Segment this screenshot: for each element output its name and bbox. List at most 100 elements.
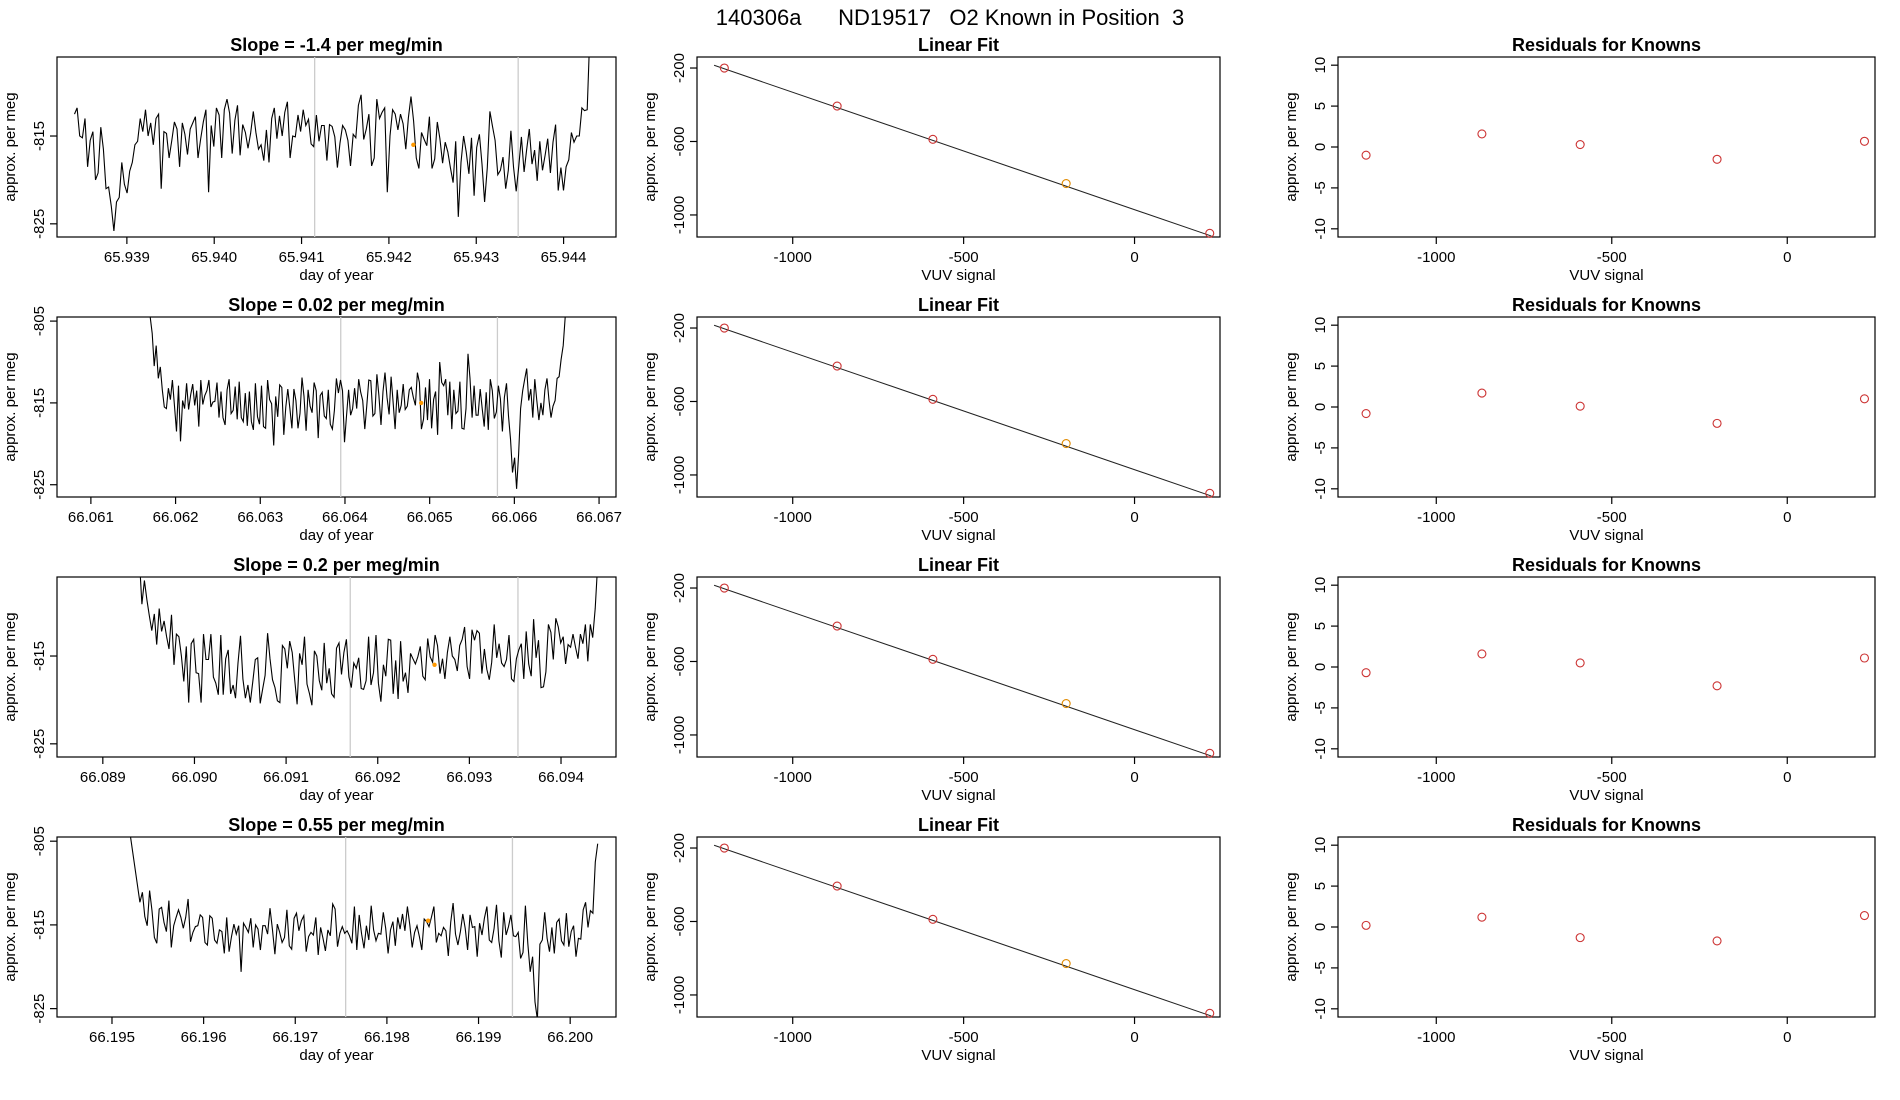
x-tick-label: 66.196 [181, 1029, 227, 1046]
residual-point [1712, 936, 1722, 946]
x-tick-label: -500 [949, 249, 979, 266]
x-tick-label: 66.090 [172, 769, 218, 786]
y-tick-label: -805 [31, 306, 48, 336]
residual-point [1361, 408, 1371, 419]
chart-title: Linear Fit [918, 35, 999, 55]
chart-title: Slope = 0.2 per meg/min [233, 555, 440, 575]
data-point [928, 134, 938, 144]
fit-line [713, 324, 1212, 497]
x-tick-label: 0 [1130, 1029, 1138, 1046]
x-axis-label: day of year [299, 787, 373, 804]
residual-point [1712, 154, 1722, 164]
residual-point [1361, 668, 1371, 678]
x-tick-label: -1000 [1417, 1029, 1455, 1046]
data-point [832, 361, 842, 371]
x-tick-label: -1000 [774, 249, 812, 266]
x-axis-label: VUV signal [921, 267, 995, 284]
fit-line [713, 584, 1212, 757]
chart-panel-residuals-0: Residuals for Knowns -1000 -500 0 10 5 0 -5 -10 V… [1283, 35, 1876, 284]
chart-panel-fit-3: Linear Fit -1000 -500 0 -200 -600 -1000 VUV sig… [642, 815, 1221, 1064]
fit-line [713, 64, 1212, 237]
x-tick-label: 0 [1783, 769, 1791, 786]
x-tick-label: -1000 [1417, 769, 1455, 786]
data-point [1205, 228, 1215, 238]
chart-title: Residuals for Knowns [1512, 35, 1701, 55]
x-tick-label: -500 [949, 509, 979, 526]
chart-title: Residuals for Knowns [1512, 815, 1701, 835]
y-tick-label: -600 [671, 646, 688, 676]
x-tick-label: 66.067 [576, 509, 622, 526]
chart-panel-timeseries-2: Slope = 0.2 per meg/min 66.089 66.090 66.09… [2, 555, 617, 804]
y-tick-label: 0 [1312, 663, 1329, 671]
x-tick-label: 65.943 [453, 249, 499, 266]
data-point [832, 621, 842, 631]
series-line [129, 837, 599, 1017]
data-point [1061, 439, 1071, 449]
series-line [139, 577, 598, 706]
y-axis-label: approx. per meg [1283, 92, 1300, 201]
chart-title: Slope = 0.02 per meg/min [228, 295, 445, 315]
y-axis-label: approx. per meg [1283, 872, 1300, 981]
y-tick-label: 5 [1312, 362, 1329, 370]
x-tick-label: 65.939 [104, 249, 150, 266]
y-axis-label: approx. per meg [642, 92, 659, 201]
residual-point [1575, 933, 1585, 943]
chart-panel-fit-1: Linear Fit -1000 -500 0 -200 -600 -1000 VUV sig… [642, 295, 1221, 544]
y-axis-label: approx. per meg [642, 872, 659, 981]
data-point [1205, 488, 1215, 498]
residual-point [1575, 401, 1585, 411]
figure-title: 140306a ND19517 O2 Known in Position 3 [716, 5, 1184, 30]
plot-frame [1337, 56, 1876, 238]
x-tick-label: -500 [1597, 509, 1627, 526]
x-tick-label: 0 [1130, 769, 1138, 786]
y-tick-label: -805 [31, 826, 48, 856]
y-tick-label: 10 [1312, 577, 1329, 594]
y-tick-label: -825 [31, 994, 48, 1024]
y-tick-label: -825 [31, 729, 48, 759]
y-tick-label: -815 [31, 388, 48, 418]
series-line [149, 317, 566, 489]
chart-panel-timeseries-1: Slope = 0.02 per meg/min 66.061 66.062 66.0… [2, 295, 622, 544]
residual-point [1477, 649, 1487, 659]
residual-point [1712, 418, 1722, 428]
x-tick-label: 66.065 [407, 509, 453, 526]
chart-title: Residuals for Knowns [1512, 555, 1701, 575]
x-tick-label: 0 [1783, 249, 1791, 266]
data-point [832, 881, 842, 891]
x-tick-label: -1000 [774, 769, 812, 786]
y-tick-label: 0 [1312, 143, 1329, 151]
plot-frame [1337, 316, 1876, 498]
chart-panel-fit-2: Linear Fit -1000 -500 0 -200 -600 -1000 VUV sig… [642, 555, 1221, 804]
y-axis-label: approx. per meg [2, 872, 19, 981]
y-tick-label: -815 [31, 641, 48, 671]
y-tick-label: -200 [671, 833, 688, 863]
y-tick-label: -10 [1312, 998, 1329, 1020]
x-tick-label: 66.197 [272, 1029, 318, 1046]
known-point-marker [425, 918, 431, 923]
x-tick-label: -500 [949, 769, 979, 786]
x-axis-label: VUV signal [921, 787, 995, 804]
x-tick-label: 0 [1130, 249, 1138, 266]
y-axis-label: approx. per meg [2, 352, 19, 461]
x-tick-label: -500 [1597, 769, 1627, 786]
y-tick-label: -5 [1312, 961, 1329, 974]
x-tick-label: -500 [1597, 249, 1627, 266]
plot-frame [56, 836, 617, 1018]
x-axis-label: day of year [299, 267, 373, 284]
y-tick-label: -5 [1312, 181, 1329, 194]
known-point-marker [432, 662, 437, 668]
y-tick-label: -200 [671, 573, 688, 603]
x-tick-label: 66.063 [237, 509, 283, 526]
x-axis-label: VUV signal [1569, 1047, 1643, 1064]
residual-point [1859, 394, 1870, 404]
data-point [719, 323, 729, 333]
x-tick-label: -1000 [774, 1029, 812, 1046]
y-axis-label: approx. per meg [1283, 612, 1300, 721]
y-tick-label: -1000 [671, 716, 688, 754]
y-tick-label: -1000 [671, 976, 688, 1014]
y-tick-label: -600 [671, 386, 688, 416]
plot-frame [56, 316, 617, 498]
x-tick-label: 66.199 [456, 1029, 502, 1046]
chart-title: Slope = 0.55 per meg/min [228, 815, 445, 835]
x-tick-label: 65.944 [541, 249, 587, 266]
